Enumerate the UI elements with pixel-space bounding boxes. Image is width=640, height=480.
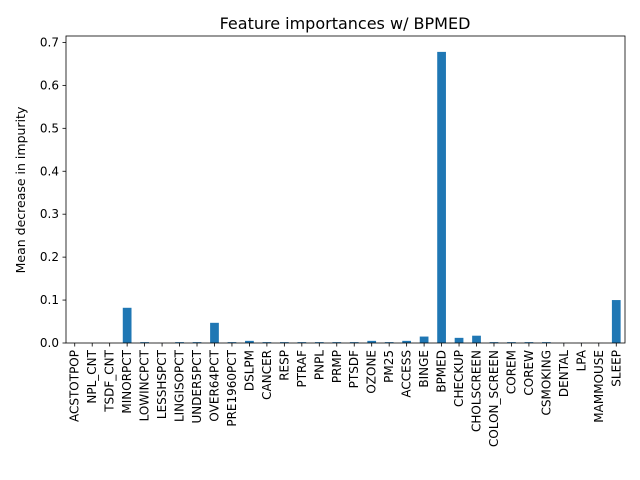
x-tick-label: COREM [504, 350, 518, 394]
x-tick-label: LPA [574, 349, 588, 371]
bar-binge [419, 336, 429, 343]
x-tick-label: ACCESS [400, 350, 414, 398]
x-tick-label: DENTAL [557, 350, 571, 397]
bar-checkup [454, 337, 464, 343]
x-tick-label: MINORPCT [120, 349, 134, 413]
x-tick-label: ACSTOTPOP [68, 350, 82, 422]
chart-title: Feature importances w/ BPMED [220, 14, 471, 33]
y-tick-label: 0.6 [40, 78, 59, 92]
bar-resp [279, 342, 289, 343]
x-tick-label: COLON_SCREEN [487, 350, 501, 447]
bar-ptsdf [349, 342, 359, 343]
bar-pm25 [384, 342, 394, 343]
x-tick-label: CSMOKING [539, 350, 553, 415]
x-tick-label: TSDF_CNT [103, 349, 117, 412]
y-tick-label: 0.2 [40, 250, 59, 264]
x-tick-label: MAMMOUSE [592, 350, 606, 423]
bar-lingisopct [175, 342, 184, 343]
bar-lowincpct [140, 342, 149, 343]
x-tick-label: PRMP [330, 350, 344, 383]
x-tick-label: PNPL [312, 350, 326, 380]
x-tick-label: LOWINCPCT [138, 349, 152, 421]
x-tick-label: RESP [277, 350, 291, 381]
bar-prmp [332, 342, 342, 343]
bar-ptraf [297, 342, 307, 343]
y-tick-label: 0.0 [40, 336, 59, 350]
y-axis: 0.0 0.1 0.2 0.3 0.4 0.5 0.6 0.7 [40, 35, 66, 350]
bar-pre1960pct [227, 342, 237, 343]
y-tick-label: 0.5 [40, 121, 59, 135]
bar-corew [524, 342, 534, 343]
bar-pnpl [314, 342, 324, 343]
bar-csmoking [542, 342, 551, 343]
bar-access [402, 340, 412, 343]
bar-over64pct [210, 322, 219, 343]
x-tick-label: CANCER [260, 350, 274, 400]
plot-frame [65, 35, 626, 344]
x-axis: ACSTOTPOP NPL_CNT TSDF_CNT MINORPCT LOWINCPC… [68, 343, 623, 447]
x-tick-label: SLEEP [609, 350, 623, 387]
y-tick-label: 0.3 [40, 207, 59, 221]
bar-corem [507, 342, 516, 343]
x-tick-label: OZONE [365, 350, 379, 394]
bar-sleep [611, 300, 621, 343]
bar-under5pct [192, 342, 202, 343]
bar-dslpm [245, 340, 254, 343]
x-tick-label: CHECKUP [452, 350, 466, 407]
x-tick-label: BPMED [435, 350, 449, 393]
x-tick-label: CHOLSCREEN [470, 350, 484, 432]
x-tick-label: PTRAF [295, 350, 309, 388]
x-tick-label: OVER64PCT [207, 349, 221, 421]
x-tick-label: PM25 [382, 350, 396, 383]
bar-ozone [367, 340, 377, 343]
x-tick-label: PRE1960PCT [225, 349, 239, 426]
y-tick-label: 0.1 [40, 293, 59, 307]
x-tick-label: DSLPM [242, 350, 256, 391]
x-tick-label: PTSDF [347, 350, 361, 388]
x-tick-label: LESSHSPCT [155, 349, 169, 419]
bars-group [70, 51, 621, 343]
x-tick-label: COREW [522, 350, 536, 396]
bar-colon-screen [489, 342, 499, 343]
x-tick-label: UNDER5PCT [190, 349, 204, 423]
y-tick-label: 0.4 [40, 164, 59, 178]
x-tick-label: LINGISOPCT [173, 349, 187, 422]
x-tick-label: BINGE [417, 350, 431, 388]
bar-cancer [262, 342, 272, 343]
x-tick-label: NPL_CNT [85, 349, 99, 403]
y-axis-label: Mean decrease in impurity [13, 106, 28, 273]
bar-bpmed [437, 51, 446, 343]
y-tick-label: 0.7 [40, 35, 59, 49]
bar-minorpct [122, 307, 132, 343]
bar-cholscreen [472, 335, 481, 343]
